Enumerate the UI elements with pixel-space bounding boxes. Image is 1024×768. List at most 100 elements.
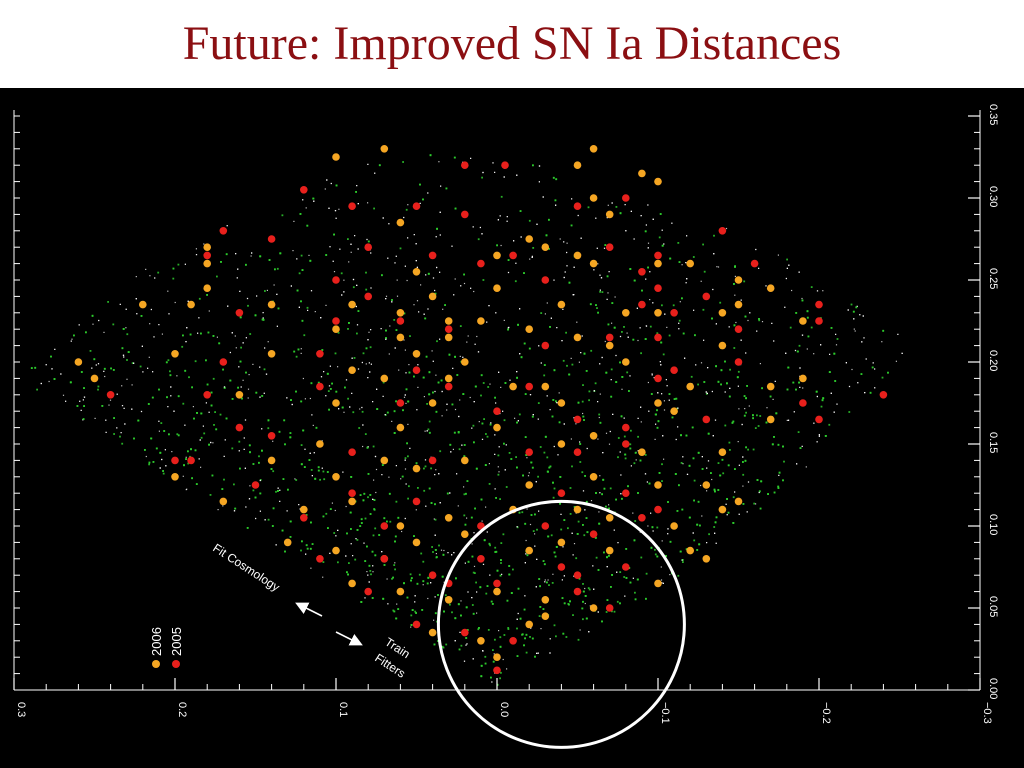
sn-2005-point <box>380 522 389 530</box>
sn-2005-point <box>171 456 179 465</box>
y-tick-label: 0.20 <box>987 350 999 371</box>
sn-2006-point <box>638 169 646 178</box>
sn-2006-point <box>477 637 485 645</box>
x-tick-label: −0.3 <box>981 702 993 724</box>
sn-2005-point <box>300 186 308 194</box>
sn-2005-point <box>219 358 228 366</box>
sn-2006-point <box>766 415 775 424</box>
sn-2005-point <box>477 555 485 563</box>
sn-2006-point <box>541 243 550 251</box>
sn-2006-point <box>396 587 405 596</box>
sn-2005-point <box>251 481 260 489</box>
sn-2006-point <box>300 505 308 514</box>
sn-2006-point <box>670 407 678 416</box>
sn-2006-point <box>525 546 533 555</box>
sn-2006-point <box>396 333 405 342</box>
sn-2006-point <box>493 653 501 661</box>
sn-2005-point <box>364 587 373 596</box>
y-tick-label: 0.30 <box>987 186 999 207</box>
sn-2006-point <box>493 251 501 260</box>
sn-2005-point <box>396 317 405 325</box>
sn-2005-point <box>316 350 324 358</box>
sn-2006-point <box>541 596 550 604</box>
sn-2006-point <box>332 473 340 481</box>
sn-2005-point <box>654 333 662 342</box>
sn-2006-point <box>541 382 550 391</box>
sn-2006-point <box>557 440 566 448</box>
arrow-to-train-fitters <box>335 631 363 646</box>
sn-2005-point <box>428 251 437 260</box>
y-tick-label: 0.00 <box>987 678 999 699</box>
sn-2005-point <box>622 423 630 432</box>
sn-2006-point <box>348 497 356 506</box>
sn-2006-point <box>444 333 453 342</box>
sn-2006-point <box>541 612 550 620</box>
sn-2006-point <box>493 423 501 432</box>
sn-2005-point <box>300 514 308 522</box>
sn-2005-point <box>670 309 678 317</box>
sn-2005-point <box>734 358 743 366</box>
arrow-to-fit-cosmology <box>295 602 323 617</box>
sn-2005-point <box>622 563 630 571</box>
sn-2006-point <box>412 350 421 358</box>
sn-2005-point <box>444 325 453 333</box>
x-tick-label: 0.0 <box>498 702 510 717</box>
sn-2005-point <box>106 391 115 399</box>
sn-2005-point <box>654 505 662 514</box>
sn-2005-point <box>267 235 276 243</box>
sn-2005-point <box>734 325 743 333</box>
sn-2006-point <box>622 309 630 317</box>
sn-2005-point <box>573 415 582 424</box>
sn-2005-point <box>557 563 566 571</box>
sn-2006-point <box>557 538 566 547</box>
sn-2006-point <box>412 464 421 473</box>
sn-2005-point <box>815 300 823 309</box>
sn-2006-point <box>380 145 389 153</box>
x-tick-label: −0.1 <box>659 702 671 724</box>
sn-2005-point <box>573 571 582 579</box>
sn-2005-point <box>219 227 228 235</box>
sn-2006-point <box>396 218 405 227</box>
sn-2005-point <box>622 489 630 498</box>
sn-2005-point <box>348 202 356 210</box>
sn-2005-point <box>605 604 614 612</box>
sn-2006-point <box>573 505 582 514</box>
sn-2005-point <box>573 202 582 210</box>
sn-2005-point <box>638 514 646 522</box>
legend-marker-2006 <box>152 660 160 668</box>
sn-2005-point <box>493 666 501 675</box>
sn-2005-point <box>589 530 598 538</box>
sn-2006-point <box>525 325 533 333</box>
sn-2005-point <box>364 243 373 251</box>
sn-2006-point <box>332 399 340 407</box>
sn-2006-point <box>428 292 437 301</box>
sn-2006-point <box>461 530 469 538</box>
sn-2006-point <box>799 317 807 325</box>
sn-2006-point <box>380 456 389 465</box>
sn-2005-point <box>750 259 759 268</box>
fit-cosmology-label: Fit Cosmology <box>210 541 282 595</box>
sn-2006-point <box>654 309 662 317</box>
sn-2006-point <box>654 579 662 588</box>
legend: 2006 2005 <box>149 627 184 668</box>
sn-2006-point <box>702 481 711 489</box>
sn-2005-point <box>332 276 340 284</box>
sn-2006-point <box>171 350 179 358</box>
chart-panel: 0.3 0.2 0.1 0.0 −0.1 −0.2 −0.3 0.00 0.05 0.10 0.1… <box>0 88 1024 768</box>
sn-2005-point <box>461 210 469 219</box>
sn-2005-point <box>412 620 421 629</box>
sn-2006-point <box>589 604 598 612</box>
sn-2005-point <box>815 317 823 325</box>
sn-2006-point <box>380 374 389 383</box>
sn-2005-point <box>670 366 678 375</box>
sn-2006-point <box>589 259 598 268</box>
sn-2006-point <box>444 374 453 383</box>
sn-2005-point <box>879 391 888 399</box>
sn-2006-point <box>525 235 533 243</box>
sn-2005-point <box>799 399 807 407</box>
sn-2005-point <box>501 161 509 169</box>
sn-2005-point <box>493 579 501 588</box>
sn-2006-point <box>90 374 99 383</box>
y-tick-label: 0.10 <box>987 514 999 535</box>
sn-2005-point <box>477 259 485 268</box>
